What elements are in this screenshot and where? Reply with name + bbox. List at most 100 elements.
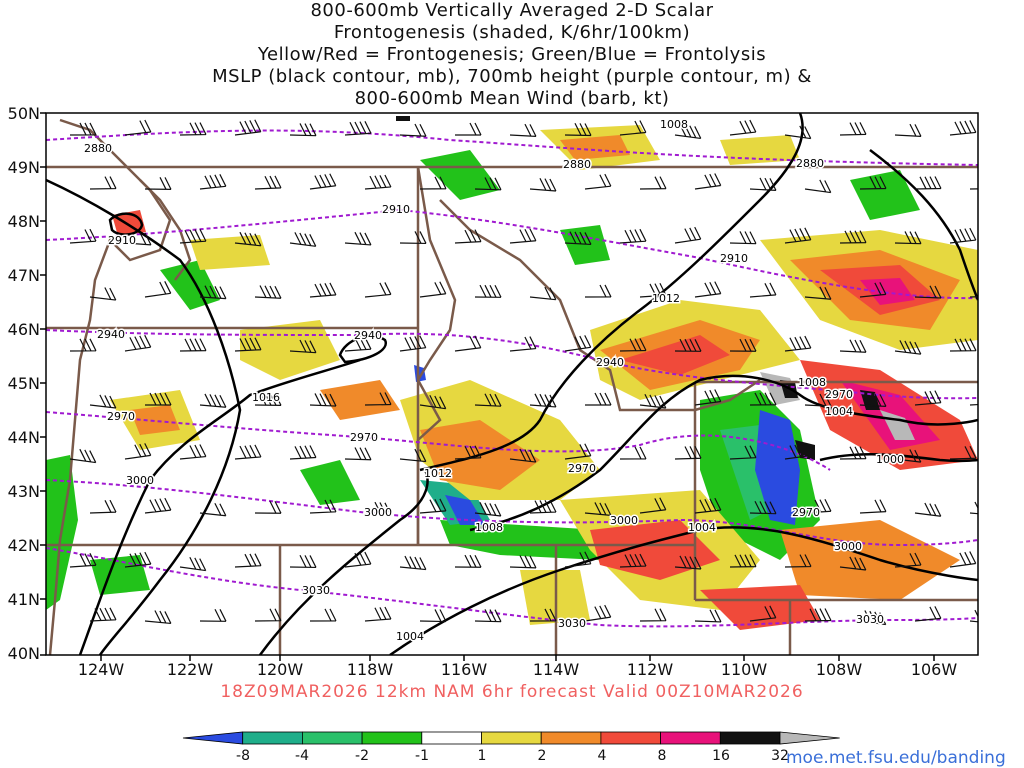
wind-barb (89, 499, 117, 514)
pressure-label: 1004 (688, 521, 716, 534)
source-url[interactable]: moe.met.fsu.edu/banding (786, 748, 1006, 768)
wind-barb (729, 338, 757, 352)
lat-label-49n: 49N (7, 158, 40, 177)
wind-barb (949, 227, 977, 244)
lon-label-110w: 110W (720, 660, 768, 679)
wind-barb (949, 338, 977, 352)
wind-barb (639, 283, 667, 298)
height-contours (46, 129, 978, 628)
shade-patch (396, 116, 410, 121)
wind-barb (784, 227, 812, 244)
pressure-contour (78, 358, 361, 655)
title-line-3: Yellow/Red = Frontogenesis; Green/Blue =… (257, 44, 767, 65)
wind-barb (784, 335, 812, 352)
shade-patch (420, 150, 500, 200)
wind-barb (804, 179, 832, 194)
state-line (694, 378, 761, 412)
wind-barb (969, 403, 978, 406)
wind-barb (784, 554, 812, 568)
colorbar-label: 2 (537, 748, 547, 764)
wind-barb (454, 554, 482, 568)
shade-patch (860, 278, 915, 305)
wind-barb (859, 282, 887, 298)
height-contour (46, 329, 978, 400)
lat-label-43n: 43N (7, 482, 40, 501)
wind-barb (419, 176, 447, 190)
wind-barb (529, 608, 557, 622)
shade-patch (130, 405, 180, 435)
height-label: 2970 (350, 431, 378, 444)
wind-barb (309, 393, 337, 407)
wind-barb (674, 124, 702, 140)
wind-barb (179, 122, 207, 136)
shade-patch (850, 170, 920, 220)
wind-barb (289, 232, 317, 247)
wind-barb (364, 392, 392, 406)
wind-barb (364, 606, 392, 622)
wind-barb (344, 121, 372, 136)
shade-patch (90, 555, 150, 595)
wind-barb (89, 607, 117, 622)
wind-barb (454, 122, 482, 136)
height-label: 2970 (107, 410, 135, 423)
wind-barb (674, 555, 702, 570)
wind-barb (234, 444, 262, 460)
wind-barb (804, 608, 832, 622)
wind-barb (949, 445, 977, 460)
wind-barb (619, 553, 647, 568)
wind-barb (839, 339, 867, 353)
lon-label-122w: 122W (166, 660, 214, 679)
wind-barb (124, 443, 152, 460)
wind-barb (674, 226, 702, 244)
colorbar-segment (600, 731, 662, 745)
wind-barb (894, 231, 922, 245)
wind-barb (344, 447, 372, 461)
wind-barb (749, 501, 777, 515)
wind-barb (584, 502, 612, 516)
height-label: 2970 (568, 462, 596, 475)
pressure-contour (819, 452, 978, 463)
wind-barb (124, 334, 152, 352)
wind-barb (474, 177, 502, 191)
wind-barb (914, 285, 942, 299)
colorbar-label: 1 (477, 748, 487, 764)
wind-barb (254, 608, 282, 622)
wind-barb (509, 228, 537, 244)
pressure-label: 1000 (876, 453, 904, 466)
wind-barb (784, 125, 812, 140)
pressure-label: 1012 (424, 467, 452, 480)
height-contour (46, 411, 831, 471)
colorbar-label: 16 (712, 748, 730, 764)
wind-barb (894, 123, 922, 137)
wind-barb (694, 497, 722, 514)
wind-barb (199, 285, 227, 300)
lat-label-47n: 47N (7, 266, 40, 285)
pressure-contours (46, 113, 978, 655)
wind-barb (694, 609, 722, 623)
wind-barb (639, 176, 667, 190)
shade-patch (755, 410, 800, 525)
contour-labels: 2880 2880 2880 2910 2910 2910 2940 2940 … (83, 117, 906, 645)
lon-label-106w: 106W (910, 660, 958, 679)
wind-barb (69, 338, 97, 352)
colorbar-segment (540, 731, 602, 745)
wind-barb (509, 336, 537, 352)
wind-barb (309, 173, 337, 190)
wind-barb (289, 555, 317, 569)
lon-label-120w: 120W (256, 660, 304, 679)
wind-barbs (69, 119, 978, 626)
wind-barb (199, 502, 227, 517)
wind-barb (619, 228, 647, 244)
wind-barb (454, 229, 482, 244)
wind-barb (914, 176, 942, 190)
wind-barb (399, 448, 427, 463)
wind-barb (949, 551, 977, 568)
colorbar (182, 731, 840, 745)
wind-barb (529, 177, 557, 192)
wind-barb (804, 286, 832, 300)
wind-barb (234, 119, 262, 136)
colorbar-label: 8 (657, 748, 667, 764)
wind-barb (529, 499, 557, 514)
pressure-label: 1016 (252, 391, 280, 404)
wind-barb (289, 445, 317, 460)
